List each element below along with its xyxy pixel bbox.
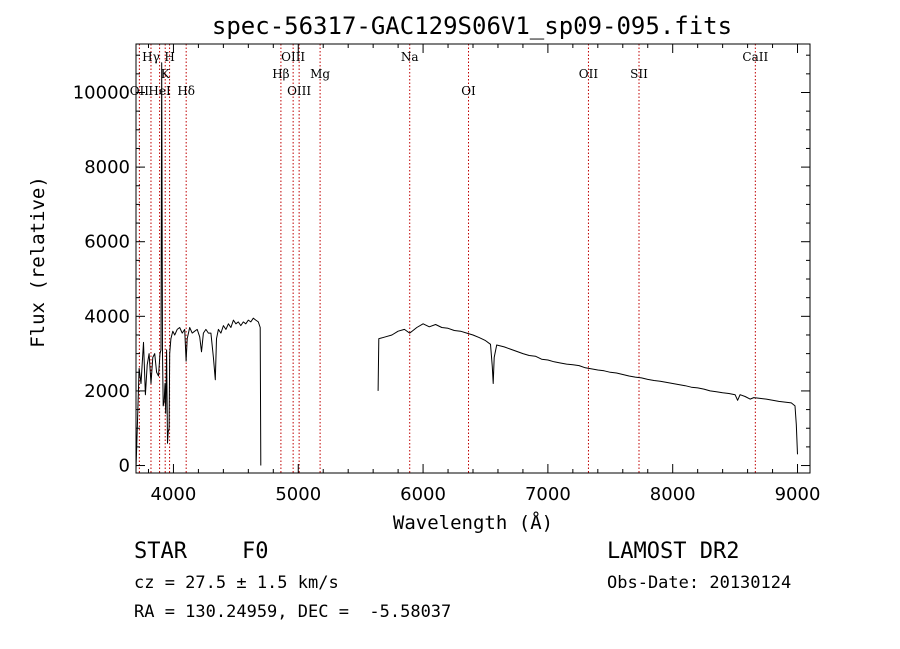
spectral-line-label: CaII [742, 50, 768, 64]
x-tick-label: 7000 [525, 484, 571, 505]
spectral-line-label: Hγ [142, 50, 160, 64]
coordinates-text: RA = 130.24959, DEC = -5.58037 [134, 602, 452, 622]
chart-title: spec-56317-GAC129S06V1_sp09-095.fits [212, 12, 732, 40]
x-tick-label: 8000 [650, 484, 696, 505]
object-subclass: F0 [242, 539, 269, 564]
y-axis: 0 2000 4000 6000 8000 10000 [73, 54, 810, 477]
spectral-line-label: Hδ [177, 84, 195, 98]
x-axis-title: Wavelength (Å) [393, 511, 553, 534]
spectral-line-label: OII [579, 67, 599, 81]
x-tick-label: 4000 [151, 484, 197, 505]
x-tick-label: 5000 [275, 484, 321, 505]
y-tick-label: 2000 [84, 381, 130, 402]
spectral-line-label: OII [130, 84, 150, 98]
spectral-line-label: SII [630, 67, 648, 81]
x-axis: 4000 5000 6000 7000 8000 9000 [147, 44, 821, 505]
spectral-line-label: Mg [310, 67, 330, 81]
spectral-line-markers [138, 44, 756, 473]
spectrum-series [135, 62, 798, 470]
redshift-text: cz = 27.5 ± 1.5 km/s [134, 573, 339, 593]
observation-date: Obs-Date: 20130124 [607, 573, 792, 593]
object-class: STAR [134, 539, 187, 564]
spectral-line-label: H [164, 50, 174, 64]
spectral-line-label: HeI [148, 84, 171, 98]
y-tick-label: 6000 [84, 232, 130, 253]
y-tick-label: 4000 [84, 306, 130, 327]
spectral-line-label: Hβ [272, 67, 289, 81]
y-axis-title: Flux (relative) [27, 176, 49, 348]
spectral-line-label: OIII [287, 84, 311, 98]
spectral-line-label: K [161, 67, 171, 81]
x-tick-label: 9000 [775, 484, 821, 505]
spectral-line-labels: OII Hγ HeI KH Hδ Hβ OIII OIII Mg Na OI OII SII CaII [130, 50, 769, 98]
plot-frame [135, 43, 811, 474]
x-tick-label: 6000 [400, 484, 446, 505]
spectral-line-label: OIII [281, 50, 305, 64]
spectrum-line [135, 62, 262, 470]
y-tick-label: 0 [119, 456, 130, 477]
spectral-line-label: OI [461, 84, 476, 98]
spectrum-line [377, 323, 798, 455]
survey-name: LAMOST DR2 [607, 539, 740, 564]
y-tick-label: 8000 [84, 157, 130, 178]
spectral-line-label: Na [401, 50, 419, 64]
y-tick-label: 10000 [73, 82, 130, 103]
